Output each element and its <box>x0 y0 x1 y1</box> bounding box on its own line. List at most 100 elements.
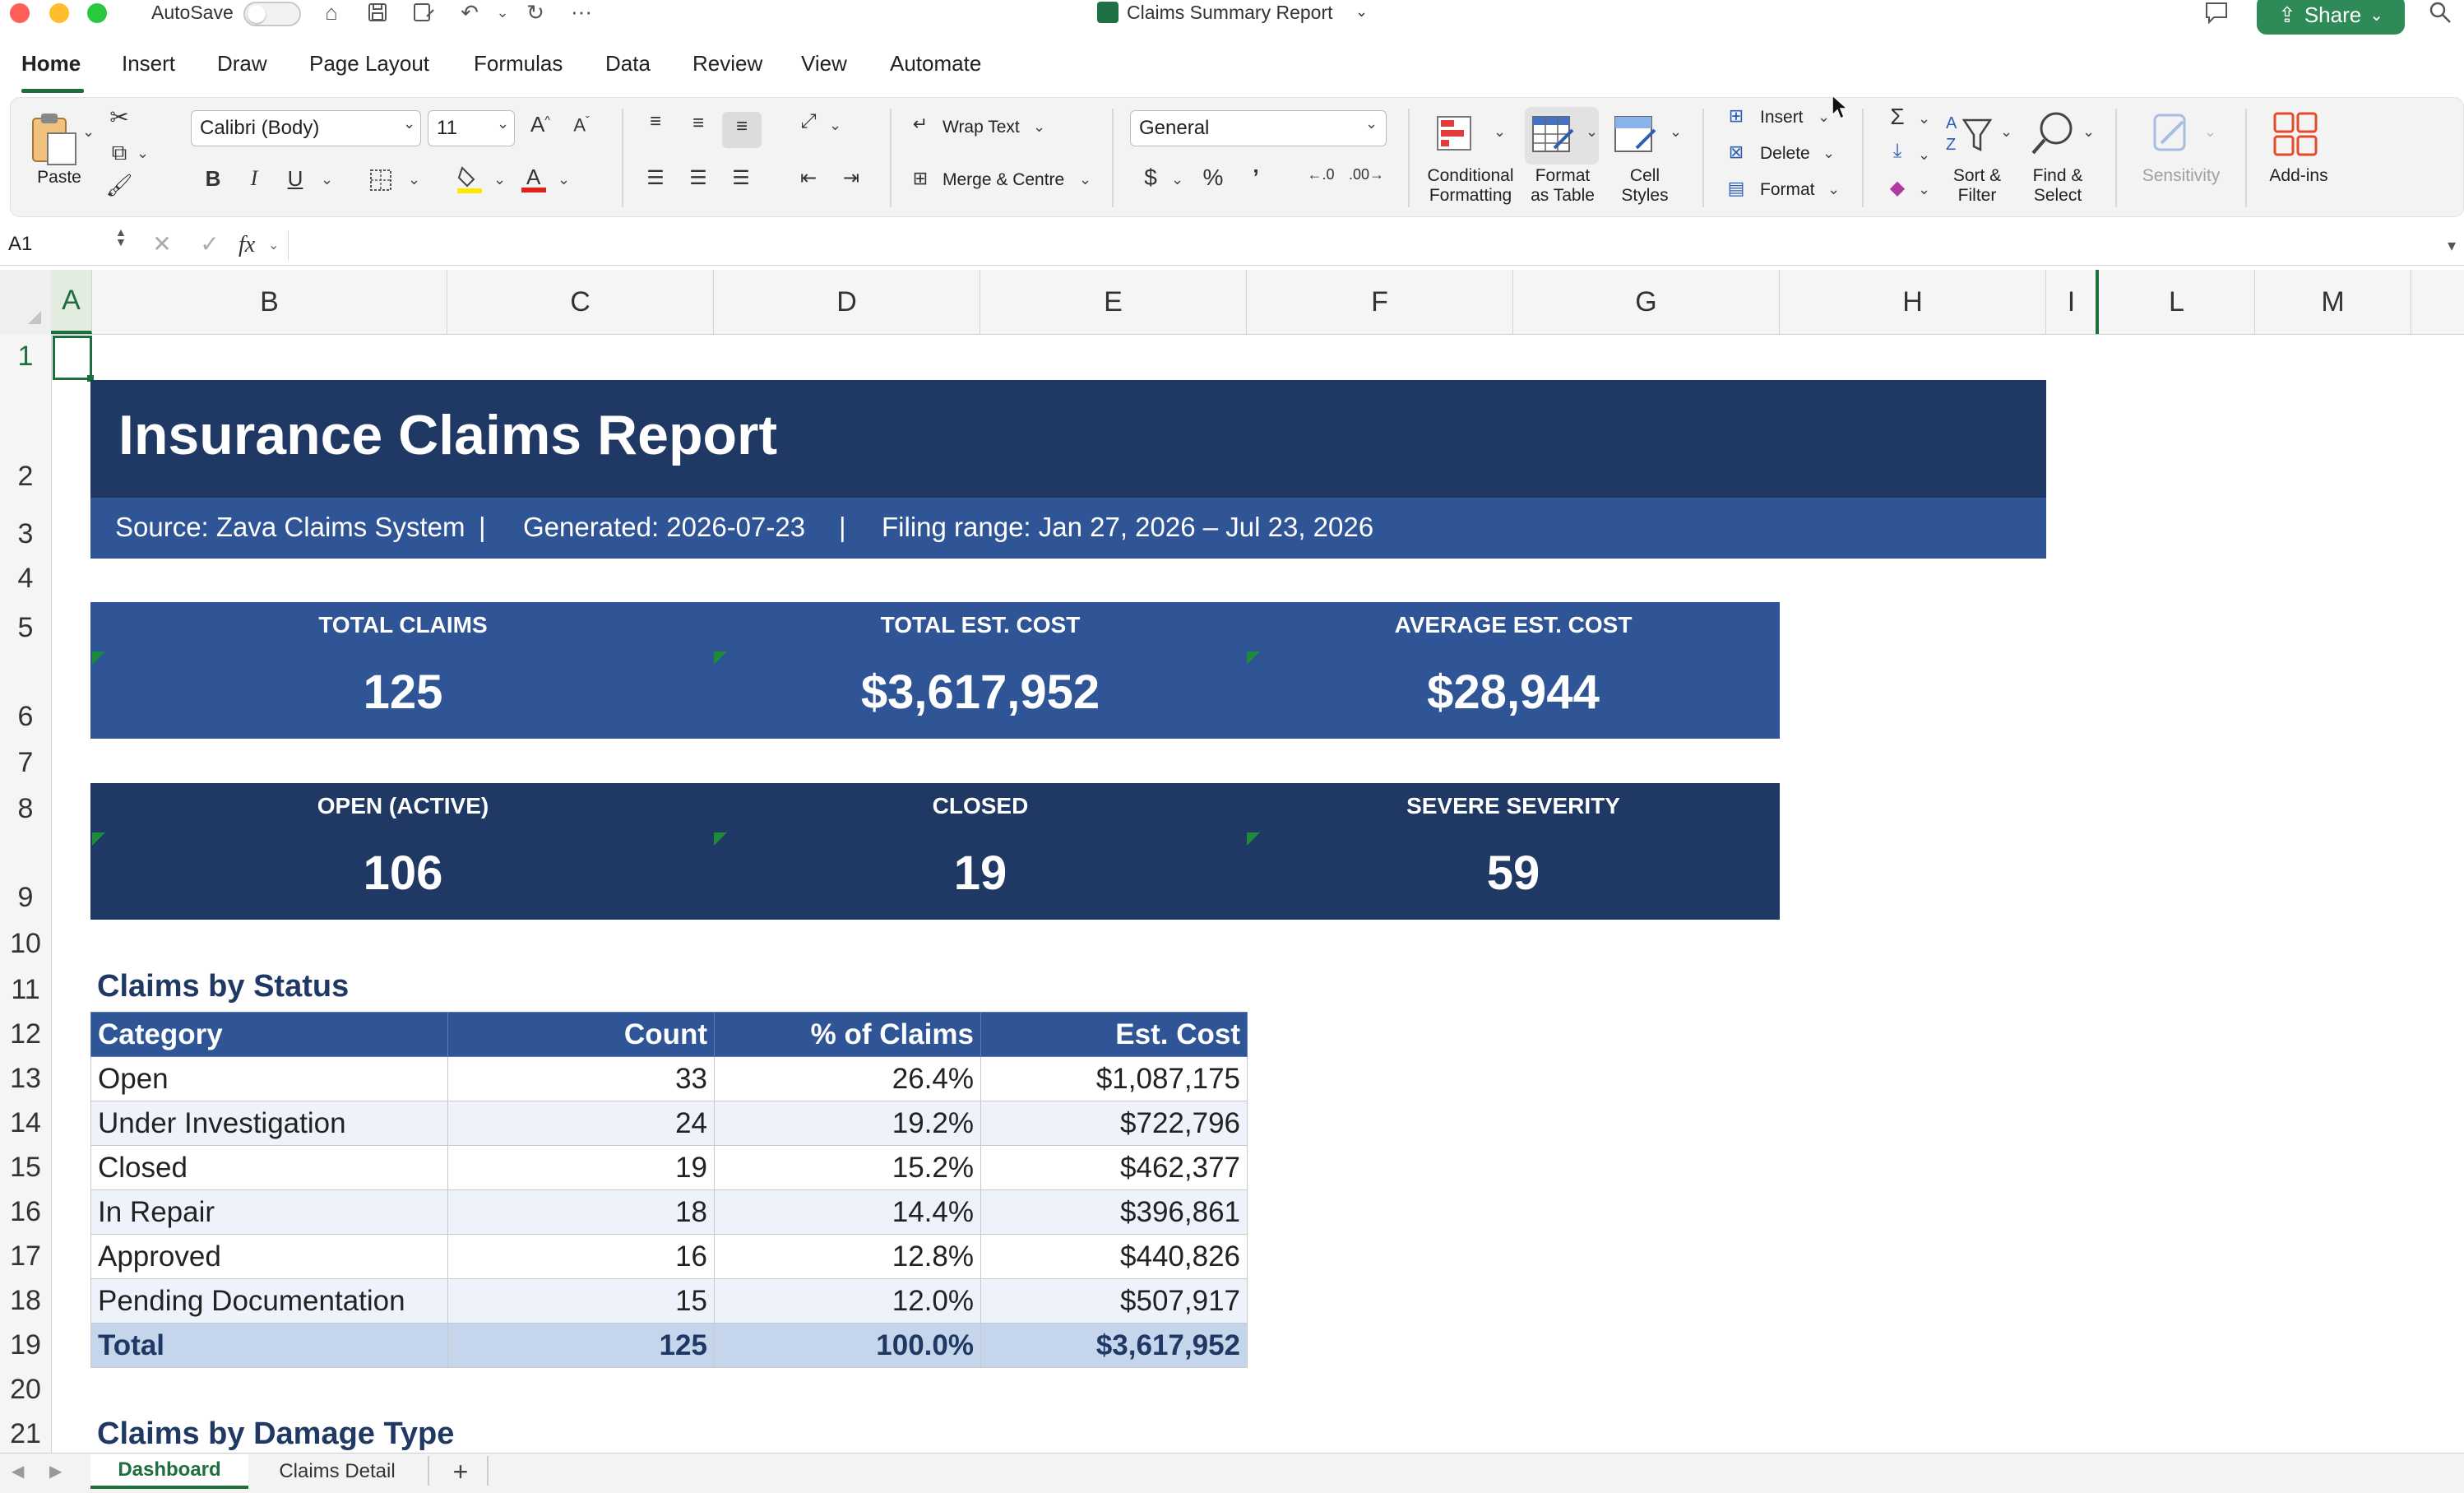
cell-styles-button[interactable]: Cell Styles <box>1604 166 1686 206</box>
scroll-tabs-left-icon[interactable]: ◀ <box>12 1463 25 1481</box>
align-right-icon[interactable]: ☰ <box>732 167 750 189</box>
delete-chevron-down-icon[interactable]: ⌄ <box>1823 145 1836 161</box>
table-cell[interactable]: $396,861 <box>980 1189 1248 1235</box>
table-header-count[interactable]: Count <box>447 1012 715 1057</box>
clear-chevron-down-icon[interactable]: ⌄ <box>1918 181 1931 197</box>
font-color-chevron-down-icon[interactable]: ⌄ <box>558 171 571 188</box>
column-header-a[interactable]: A <box>51 270 92 334</box>
increase-indent-icon[interactable]: ⇥ <box>842 167 860 189</box>
font-size-select[interactable]: 11 <box>428 110 515 146</box>
conditional-formatting-chevron-down-icon[interactable]: ⌄ <box>1494 123 1507 140</box>
name-box-stepper-icon[interactable]: ▲ ▼ <box>115 225 127 248</box>
cell-styles-icon[interactable] <box>1612 112 1660 160</box>
active-cell-a1[interactable] <box>53 336 92 380</box>
save-icon[interactable] <box>365 0 390 25</box>
row-header-21[interactable]: 21 <box>10 1418 41 1449</box>
autosave-toggle[interactable] <box>243 2 301 26</box>
table-total-cell[interactable]: 125 <box>447 1323 715 1368</box>
formula-input[interactable] <box>288 230 2443 260</box>
paste-icon[interactable] <box>28 110 81 168</box>
fill-down-icon[interactable]: ⤓ <box>1892 140 1902 162</box>
row-header-17[interactable]: 17 <box>10 1240 41 1272</box>
font-color-icon[interactable]: A <box>520 163 548 194</box>
conditional-formatting-button[interactable]: Conditional Formatting <box>1413 166 1528 206</box>
table-cell[interactable]: In Repair <box>90 1189 448 1235</box>
close-window-button[interactable] <box>10 3 30 23</box>
row-header-8[interactable]: 8 <box>17 793 34 824</box>
align-bottom-button[interactable]: ≡ <box>722 112 762 148</box>
tab-insert[interactable]: Insert <box>122 51 176 76</box>
column-header-b[interactable]: B <box>92 270 447 334</box>
table-total-cell[interactable]: Total <box>90 1323 448 1368</box>
tab-formulas[interactable]: Formulas <box>474 51 563 76</box>
fill-color-icon[interactable] <box>456 165 484 194</box>
copy-icon[interactable]: ⧉ <box>111 140 127 165</box>
clear-eraser-icon[interactable]: ◆ <box>1889 177 1906 199</box>
font-name-select[interactable]: Calibri (Body) <box>191 110 421 146</box>
row-header-13[interactable]: 13 <box>10 1063 41 1094</box>
tab-view[interactable]: View <box>801 51 847 76</box>
wrap-text-button[interactable]: Wrap Text <box>943 118 1020 137</box>
insert-cells-button[interactable]: Insert <box>1760 108 1804 127</box>
column-header-c[interactable]: C <box>447 270 714 334</box>
table-cell[interactable]: 15 <box>447 1278 715 1324</box>
autosum-chevron-down-icon[interactable]: ⌄ <box>1918 110 1931 127</box>
search-icon[interactable] <box>2428 0 2452 25</box>
cut-icon[interactable]: ✂ <box>109 104 129 130</box>
table-header-cost[interactable]: Est. Cost <box>980 1012 1248 1057</box>
decrease-font-size-icon[interactable]: Aˇ <box>573 114 590 136</box>
cancel-entry-icon[interactable]: ✕ <box>152 231 172 257</box>
row-header-4[interactable]: 4 <box>17 563 34 594</box>
undo-dropdown-icon[interactable]: ⌄ <box>496 3 509 21</box>
insert-chevron-down-icon[interactable]: ⌄ <box>1818 109 1831 125</box>
format-painter-icon[interactable]: 🖌 <box>105 173 133 197</box>
tab-home[interactable]: Home <box>21 51 81 76</box>
table-cell[interactable]: $722,796 <box>980 1101 1248 1146</box>
expand-formula-bar-icon[interactable]: ▾ <box>2448 237 2457 255</box>
format-as-table-icon[interactable] <box>1530 112 1577 160</box>
orientation-icon[interactable]: ⤢ <box>800 110 817 132</box>
row-header-14[interactable]: 14 <box>10 1107 41 1138</box>
tab-review[interactable]: Review <box>692 51 763 76</box>
table-header-category[interactable]: Category <box>90 1012 448 1057</box>
tab-data[interactable]: Data <box>605 51 651 76</box>
conditional-formatting-icon[interactable] <box>1434 112 1480 158</box>
column-header-l[interactable]: L <box>2099 270 2255 334</box>
italic-button[interactable]: I <box>250 166 258 190</box>
table-cell[interactable]: Under Investigation <box>90 1101 448 1146</box>
row-header-1[interactable]: 1 <box>17 341 34 372</box>
row-header-18[interactable]: 18 <box>10 1285 41 1316</box>
sort-filter-chevron-down-icon[interactable]: ⌄ <box>2000 123 2013 140</box>
decrease-indent-icon[interactable]: ⇤ <box>799 167 817 189</box>
column-header-e[interactable]: E <box>980 270 1247 334</box>
table-cell[interactable]: Approved <box>90 1234 448 1279</box>
table-cell[interactable]: 26.4% <box>714 1056 981 1101</box>
row-header-11[interactable]: 11 <box>11 974 40 1005</box>
number-format-select[interactable]: General <box>1130 110 1387 146</box>
insert-function-button[interactable]: fx <box>239 232 256 257</box>
format-as-table-chevron-down-icon[interactable]: ⌄ <box>1586 123 1599 140</box>
add-ins-icon[interactable] <box>2272 110 2321 160</box>
table-cell[interactable]: $507,917 <box>980 1278 1248 1324</box>
row-header-5[interactable]: 5 <box>17 612 34 643</box>
underline-button[interactable]: U <box>287 166 303 191</box>
row-header-7[interactable]: 7 <box>17 747 34 778</box>
add-ins-button[interactable]: Add-ins <box>2269 166 2328 185</box>
save-as-icon[interactable] <box>411 0 436 25</box>
table-cell[interactable]: 15.2% <box>714 1145 981 1190</box>
scroll-tabs-right-icon[interactable]: ▶ <box>49 1463 63 1481</box>
format-cells-icon[interactable]: ▤ <box>1727 178 1745 198</box>
row-header-10[interactable]: 10 <box>10 928 41 959</box>
tab-automate[interactable]: Automate <box>890 51 982 76</box>
table-cell[interactable]: Open <box>90 1056 448 1101</box>
table-cell[interactable]: 14.4% <box>714 1189 981 1235</box>
merge-centre-icon[interactable]: ⊞ <box>912 168 929 188</box>
table-cell[interactable]: 12.0% <box>714 1278 981 1324</box>
confirm-entry-icon[interactable]: ✓ <box>200 231 220 257</box>
row-header-6[interactable]: 6 <box>17 701 34 732</box>
row-header-2[interactable]: 2 <box>17 461 34 492</box>
align-middle-icon[interactable]: ≡ <box>692 112 704 134</box>
delete-cells-button[interactable]: Delete <box>1760 144 1810 163</box>
find-select-button[interactable]: Find & Select <box>2017 166 2099 206</box>
